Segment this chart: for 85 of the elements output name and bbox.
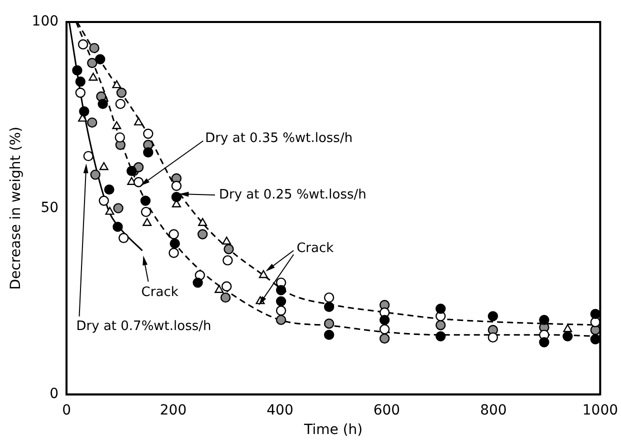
x-axis-title: Time (h) [303,422,363,438]
point [220,292,231,303]
y-tick-label: 0 [50,386,59,402]
x-tick-label: 600 [373,402,400,418]
point [168,248,179,258]
point [79,106,90,116]
point [192,278,203,288]
point [222,236,232,245]
point [116,88,127,98]
point [436,331,446,342]
point [324,318,334,329]
point [134,117,144,126]
point [258,270,268,278]
point [95,54,106,64]
point [78,39,88,50]
point [112,80,122,88]
point [276,285,286,296]
point [276,296,286,306]
point [98,98,108,110]
point [276,314,286,326]
point [170,238,180,249]
y-axis-title: Decrease in weight (%) [8,126,24,290]
point [105,206,114,215]
point [90,170,100,180]
point [83,150,94,162]
point [89,42,100,54]
point [88,72,98,81]
point [222,281,232,292]
point [99,162,108,170]
x-tick-label: 1000 [582,402,618,418]
annotation: Dry at 0.7%wt.loss/h [76,318,212,334]
y-tick-label: 100 [32,14,59,30]
annotation: Crack [141,285,179,300]
point [436,320,446,330]
annotation: Dry at 0.35 %wt.loss/h [205,131,353,146]
point [133,177,144,188]
point [563,324,572,332]
point [379,314,390,326]
point [379,324,390,334]
point [72,65,82,76]
point [118,232,129,244]
point [324,292,334,303]
point [140,206,152,218]
point [198,229,208,240]
y-tick-label: 50 [40,200,59,216]
point [590,308,600,320]
x-tick-label: 400 [266,402,294,418]
point [222,255,233,266]
point [171,192,182,202]
point [87,58,98,68]
point [104,184,114,195]
point [168,229,179,240]
point [140,196,151,206]
point [115,98,126,110]
point [112,121,122,130]
point [171,180,182,191]
point [562,331,573,342]
annotation: Crack [296,240,334,256]
x-tick-label: 0 [62,402,71,418]
point [224,244,234,254]
point [75,76,86,87]
point [214,285,224,293]
x-tick-label: 800 [480,402,507,418]
point [198,218,208,226]
point [276,306,286,316]
point [143,128,154,139]
point [112,222,123,232]
point [488,311,498,322]
point [114,132,125,143]
point [379,333,390,344]
point [98,196,109,206]
point [324,330,334,340]
point [436,304,446,314]
point [142,218,152,226]
point [143,147,154,158]
point [75,88,86,98]
point [113,203,124,214]
point [539,337,550,348]
point [539,314,550,326]
point [87,117,98,128]
annotation: Dry at 0.25 %wt.loss/h [219,187,366,202]
x-tick-label: 200 [160,402,187,418]
point [590,334,600,344]
point [488,332,498,343]
point [324,302,334,312]
